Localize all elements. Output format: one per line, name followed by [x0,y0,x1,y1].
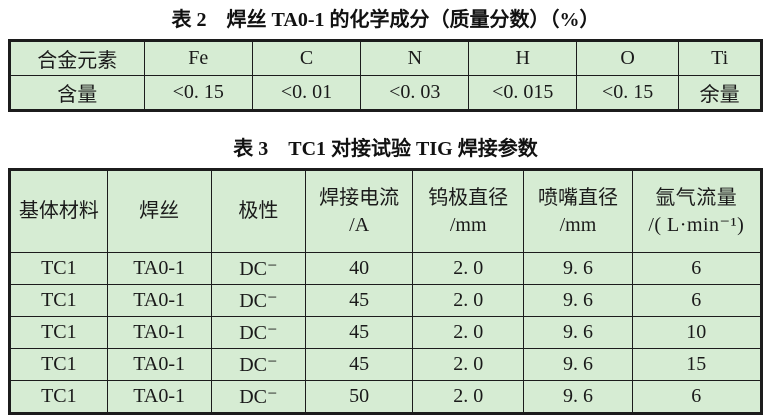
t3-cell-argon-flow: 6 [631,252,763,285]
t3-header-argon-flow: 氩气流量 /( L·min⁻¹) [631,169,763,253]
t3-cell-nozzle-diameter: 9. 6 [523,348,633,381]
table-row: TC1 TA0-1 DC⁻ 45 2. 0 9. 6 10 [9,316,763,349]
t3-header-nozzle-diameter: 喷嘴直径 /mm [523,169,633,253]
t3-cell-wire: TA0-1 [106,316,212,349]
t2-value-o: <0. 15 [575,75,680,111]
table3-header-row: 基体材料 焊丝 极性 焊接电流 /A 钨极直径 /mm [9,169,763,253]
t3-cell-base-material: TC1 [9,252,108,285]
t3-cell-nozzle-diameter: 9. 6 [523,284,633,317]
t3-header-base-material: 基体材料 [9,169,108,253]
t2-header-fe: Fe [143,40,253,76]
t3-cell-electrode-diameter: 2. 0 [412,252,525,285]
table-row: TC1 TA0-1 DC⁻ 40 2. 0 9. 6 6 [9,252,763,285]
t3-header-electrode-diameter: 钨极直径 /mm [412,169,525,253]
t3-cell-current: 45 [305,348,414,381]
table3-title: 表 3 TC1 对接试验 TIG 焊接参数 [233,138,538,160]
t3-cell-base-material: TC1 [9,316,108,349]
t3-header-current: 焊接电流 /A [305,169,414,253]
t3-cell-polarity: DC⁻ [210,252,307,285]
table-row: TC1 TA0-1 DC⁻ 50 2. 0 9. 6 6 [9,380,763,414]
t3-cell-argon-flow: 15 [631,348,763,381]
t3-cell-base-material: TC1 [9,284,108,317]
table3-welding-parameters: 基体材料 焊丝 极性 焊接电流 /A 钨极直径 /mm [8,168,763,415]
t3-cell-polarity: DC⁻ [210,380,307,414]
t2-header-element: 合金元素 [9,40,145,76]
t3-cell-current: 45 [305,284,414,317]
t3-cell-polarity: DC⁻ [210,284,307,317]
header-unit: /mm [449,213,487,236]
t3-cell-wire: TA0-1 [106,380,212,414]
t3-cell-current: 50 [305,380,414,414]
t2-value-c: <0. 01 [251,75,362,111]
t3-cell-nozzle-diameter: 9. 6 [523,252,633,285]
t3-cell-current: 40 [305,252,414,285]
table-row: TC1 TA0-1 DC⁻ 45 2. 0 9. 6 6 [9,284,763,317]
t3-cell-base-material: TC1 [9,348,108,381]
header-label: 焊接电流 [319,186,400,209]
t3-cell-argon-flow: 6 [631,380,763,414]
t3-cell-electrode-diameter: 2. 0 [412,316,525,349]
t2-value-fe: <0. 15 [143,75,253,111]
t2-header-c: C [251,40,362,76]
t3-cell-nozzle-diameter: 9. 6 [523,316,633,349]
header-label: 极性 [238,200,279,222]
table-row: TC1 TA0-1 DC⁻ 45 2. 0 9. 6 15 [9,348,763,381]
t2-header-n: N [360,40,470,76]
header-label: 钨极直径 [428,186,509,209]
t3-cell-electrode-diameter: 2. 0 [412,380,525,414]
t3-cell-wire: TA0-1 [106,348,212,381]
t2-content-label: 含量 [9,75,145,111]
t3-cell-wire: TA0-1 [106,284,212,317]
header-label: 基体材料 [18,200,99,222]
table-row: 合金元素 Fe C N H O Ti [9,40,762,76]
t3-cell-electrode-diameter: 2. 0 [412,284,525,317]
header-label: 焊丝 [139,200,180,222]
t3-cell-argon-flow: 10 [631,316,763,349]
header-unit: /mm [559,213,597,236]
t3-header-wire: 焊丝 [106,169,212,253]
table2-chemical-composition: 合金元素 Fe C N H O Ti 含量 <0. 15 <0. 01 <0. … [8,39,763,112]
t2-value-n: <0. 03 [360,75,470,111]
t3-cell-wire: TA0-1 [106,252,212,285]
t2-header-ti: Ti [678,40,762,76]
t3-cell-base-material: TC1 [9,380,108,414]
t3-header-polarity: 极性 [210,169,307,253]
table-row: 含量 <0. 15 <0. 01 <0. 03 <0. 015 <0. 15 余… [9,75,762,111]
t3-cell-polarity: DC⁻ [210,316,307,349]
header-label: 喷嘴直径 [537,186,618,209]
t2-value-ti: 余量 [678,75,762,111]
t3-cell-argon-flow: 6 [631,284,763,317]
t2-value-h: <0. 015 [468,75,577,111]
t2-header-h: H [468,40,577,76]
header-label: 氩气流量 [655,186,738,209]
header-unit: /A [349,213,370,236]
table2-title: 表 2 焊丝 TA0-1 的化学成分（质量分数）（%） [171,9,600,31]
t3-cell-electrode-diameter: 2. 0 [412,348,525,381]
t3-cell-nozzle-diameter: 9. 6 [523,380,633,414]
t3-cell-polarity: DC⁻ [210,348,307,381]
t2-header-o: O [575,40,680,76]
header-unit: /( L·min⁻¹) [648,213,745,236]
t3-cell-current: 45 [305,316,414,349]
